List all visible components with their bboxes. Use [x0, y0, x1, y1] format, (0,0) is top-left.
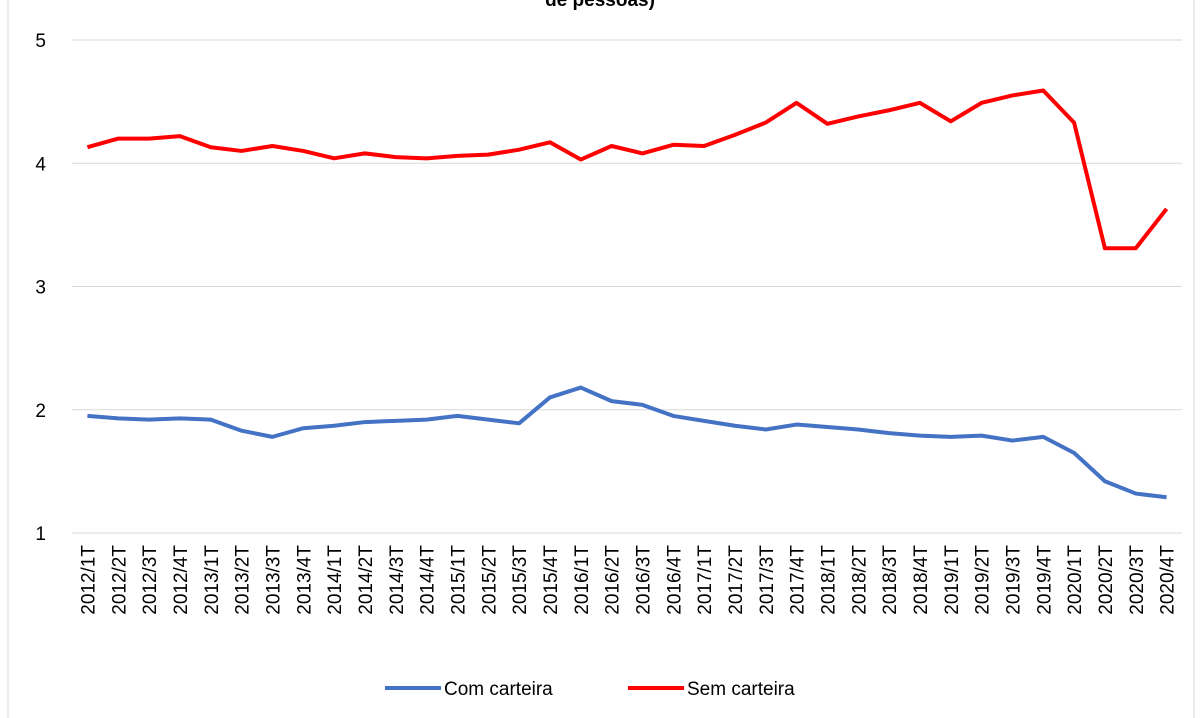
x-tick-label: 2015/3T: [510, 545, 531, 615]
y-tick-label: 1: [35, 524, 46, 545]
x-tick-label: 2020/2T: [1096, 545, 1117, 615]
x-tick-label: 2014/3T: [387, 545, 408, 615]
x-tick-label: 2017/1T: [695, 545, 716, 615]
x-tick-label: 2015/1T: [448, 545, 469, 615]
x-tick-label: 2019/3T: [1003, 545, 1024, 615]
x-tick-label: 2018/1T: [818, 545, 839, 615]
x-tick-label: 2013/2T: [233, 545, 254, 615]
legend-label: Com carteira: [444, 679, 553, 700]
x-tick-label: 2014/1T: [325, 545, 346, 615]
y-tick-label: 5: [35, 31, 46, 52]
x-tick-label: 2016/3T: [633, 545, 654, 615]
chart-border: [7, 0, 1195, 718]
x-tick-label: 2017/4T: [788, 545, 809, 615]
x-tick-label: 2019/1T: [942, 545, 963, 615]
x-tick-label: 2014/2T: [356, 545, 377, 615]
chart-title: de pessoas): [545, 0, 655, 11]
y-tick-label: 4: [35, 154, 46, 175]
legend-label: Sem carteira: [687, 679, 795, 700]
x-tick-label: 2017/3T: [757, 545, 778, 615]
y-tick-label: 3: [35, 278, 46, 299]
x-tick-label: 2012/2T: [109, 545, 130, 615]
x-tick-label: 2015/2T: [479, 545, 500, 615]
x-tick-label: 2019/2T: [973, 545, 994, 615]
series-line: [86, 88, 1169, 251]
series-line: [87, 385, 1167, 500]
x-tick-label: 2018/3T: [880, 545, 901, 615]
x-tick-label: 2018/4T: [911, 545, 932, 615]
x-tick-label: 2016/2T: [603, 545, 624, 615]
x-tick-label: 2020/4T: [1158, 545, 1179, 615]
y-tick-label: 2: [35, 401, 46, 422]
x-tick-label: 2016/4T: [664, 545, 685, 615]
x-tick-label: 2015/4T: [541, 545, 562, 615]
x-tick-label: 2013/4T: [294, 545, 315, 615]
x-tick-label: 2018/2T: [849, 545, 870, 615]
x-tick-label: 2019/4T: [1034, 545, 1055, 615]
x-tick-label: 2016/1T: [572, 545, 593, 615]
x-tick-label: 2017/2T: [726, 545, 747, 615]
x-tick-label: 2014/4T: [418, 545, 439, 615]
x-tick-label: 2013/3T: [263, 545, 284, 615]
x-tick-label: 2012/4T: [171, 545, 192, 615]
x-tick-label: 2020/3T: [1127, 545, 1148, 615]
x-tick-label: 2012/3T: [140, 545, 161, 615]
x-tick-label: 2013/1T: [202, 545, 223, 615]
x-tick-label: 2012/1T: [78, 545, 99, 615]
x-tick-label: 2020/1T: [1065, 545, 1086, 615]
